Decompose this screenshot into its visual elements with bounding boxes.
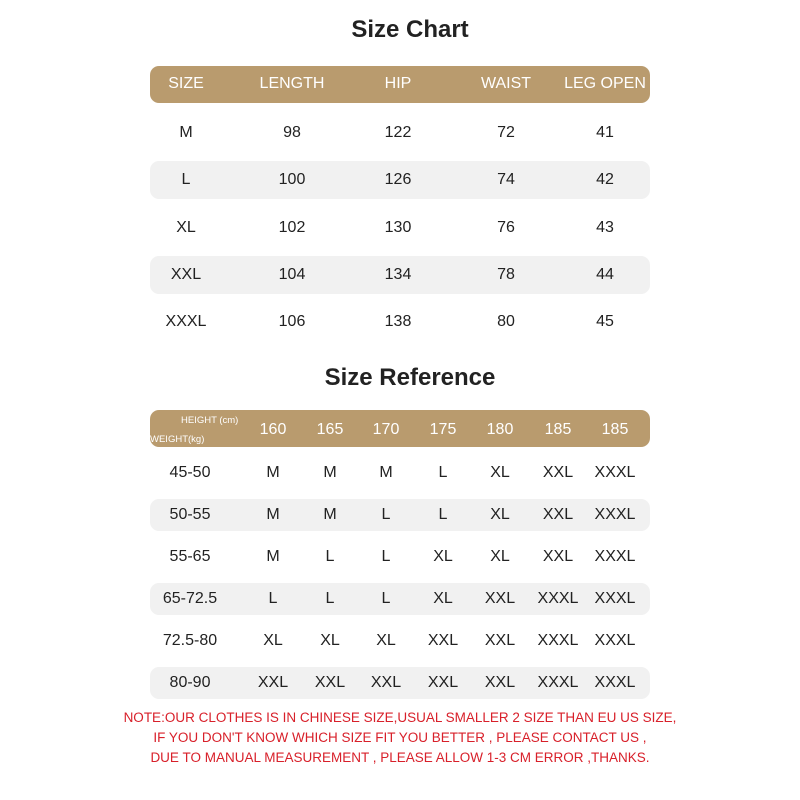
table-cell: M bbox=[179, 124, 193, 141]
column-header: LENGTH bbox=[259, 75, 325, 92]
size-cell: L bbox=[268, 590, 278, 607]
size-cell: XXL bbox=[542, 548, 574, 565]
column-header: LEG OPEN bbox=[564, 75, 646, 92]
size-cell: XXXL bbox=[594, 632, 636, 649]
size-cell: XXL bbox=[427, 632, 459, 649]
size-cell: L bbox=[438, 464, 448, 481]
size-cell: XXXL bbox=[537, 674, 579, 691]
table-cell: 130 bbox=[384, 219, 412, 236]
size-cell: XXXL bbox=[594, 590, 636, 607]
size-cell: XXL bbox=[314, 674, 346, 691]
weight-cell: 45-50 bbox=[169, 464, 211, 481]
height-header: 170 bbox=[372, 421, 400, 438]
height-header: 180 bbox=[486, 421, 514, 438]
row-stripe bbox=[150, 583, 650, 615]
size-cell: XXXL bbox=[594, 464, 636, 481]
table-cell: 134 bbox=[384, 266, 412, 283]
size-cell: L bbox=[381, 548, 391, 565]
size-cell: XL bbox=[490, 548, 510, 565]
table-cell: 72 bbox=[497, 124, 515, 141]
table-cell: 138 bbox=[384, 313, 412, 330]
table-cell: 43 bbox=[596, 219, 614, 236]
table-cell: 104 bbox=[278, 266, 306, 283]
column-header: WAIST bbox=[480, 75, 532, 92]
table-cell: XXL bbox=[170, 266, 202, 283]
table-cell: 76 bbox=[497, 219, 515, 236]
size-cell: XL bbox=[320, 632, 340, 649]
size-cell: XL bbox=[490, 506, 510, 523]
size-cell: XL bbox=[376, 632, 396, 649]
row-stripe bbox=[150, 499, 650, 531]
note-line-3: DUE TO MANUAL MEASUREMENT , PLEASE ALLOW… bbox=[150, 750, 650, 765]
size-cell: XXL bbox=[484, 590, 516, 607]
height-header: 160 bbox=[259, 421, 287, 438]
table-cell: 42 bbox=[596, 171, 614, 188]
height-axis-label: HEIGHT (cm) bbox=[181, 415, 239, 426]
column-header: HIP bbox=[384, 75, 412, 92]
size-cell: L bbox=[381, 506, 391, 523]
size-chart-header-band bbox=[150, 66, 650, 103]
size-cell: XL bbox=[490, 464, 510, 481]
row-stripe bbox=[150, 161, 650, 199]
size-cell: XL bbox=[433, 548, 453, 565]
table-cell: 102 bbox=[278, 219, 306, 236]
size-cell: XXXL bbox=[537, 590, 579, 607]
row-stripe bbox=[150, 256, 650, 294]
size-cell: M bbox=[379, 464, 393, 481]
size-cell: XL bbox=[263, 632, 283, 649]
note-line-1: NOTE:OUR CLOTHES IS IN CHINESE SIZE,USUA… bbox=[123, 710, 677, 725]
size-cell: XXXL bbox=[594, 548, 636, 565]
size-cell: M bbox=[266, 548, 280, 565]
size-cell: XXXL bbox=[594, 506, 636, 523]
size-cell: XXL bbox=[257, 674, 289, 691]
size-cell: XXXL bbox=[537, 632, 579, 649]
table-cell: 41 bbox=[596, 124, 614, 141]
row-stripe bbox=[150, 667, 650, 699]
weight-axis-label: WEIGHT(kg) bbox=[150, 434, 205, 445]
table-cell: 44 bbox=[596, 266, 614, 283]
table-cell: XXXL bbox=[165, 313, 207, 330]
size-cell: XXL bbox=[542, 506, 574, 523]
size-cell: M bbox=[323, 506, 337, 523]
height-header: 185 bbox=[544, 421, 572, 438]
size-cell: L bbox=[325, 590, 335, 607]
size-cell: M bbox=[266, 464, 280, 481]
size-cell: L bbox=[381, 590, 391, 607]
weight-cell: 72.5-80 bbox=[162, 632, 218, 649]
table-cell: 126 bbox=[384, 171, 412, 188]
weight-cell: 55-65 bbox=[169, 548, 211, 565]
weight-cell: 65-72.5 bbox=[162, 590, 218, 607]
size-cell: XXL bbox=[484, 674, 516, 691]
weight-cell: 80-90 bbox=[169, 674, 211, 691]
size-cell: XXXL bbox=[594, 674, 636, 691]
table-cell: 122 bbox=[384, 124, 412, 141]
note-line-2: IF YOU DON'T KNOW WHICH SIZE FIT YOU BET… bbox=[153, 730, 647, 745]
size-cell: XXL bbox=[542, 464, 574, 481]
table-cell: 45 bbox=[596, 313, 614, 330]
table-cell: 74 bbox=[497, 171, 515, 188]
size-cell: M bbox=[323, 464, 337, 481]
table-cell: XL bbox=[176, 219, 196, 236]
size-cell: XXL bbox=[427, 674, 459, 691]
height-header: 175 bbox=[429, 421, 457, 438]
size-cell: L bbox=[438, 506, 448, 523]
size-cell: L bbox=[325, 548, 335, 565]
table-cell: 98 bbox=[283, 124, 301, 141]
table-cell: 100 bbox=[278, 171, 306, 188]
height-header: 165 bbox=[316, 421, 344, 438]
column-header: SIZE bbox=[168, 75, 204, 92]
size-cell: M bbox=[266, 506, 280, 523]
size-reference-header-band bbox=[150, 410, 650, 447]
weight-cell: 50-55 bbox=[169, 506, 211, 523]
table-cell: 78 bbox=[497, 266, 515, 283]
table-cell: 106 bbox=[278, 313, 306, 330]
size-reference-title: Size Reference bbox=[324, 364, 496, 391]
size-cell: XXL bbox=[370, 674, 402, 691]
table-cell: 80 bbox=[497, 313, 515, 330]
table-cell: L bbox=[181, 171, 191, 188]
size-chart-title: Size Chart bbox=[351, 16, 469, 43]
size-cell: XXL bbox=[484, 632, 516, 649]
height-header: 185 bbox=[601, 421, 629, 438]
size-cell: XL bbox=[433, 590, 453, 607]
